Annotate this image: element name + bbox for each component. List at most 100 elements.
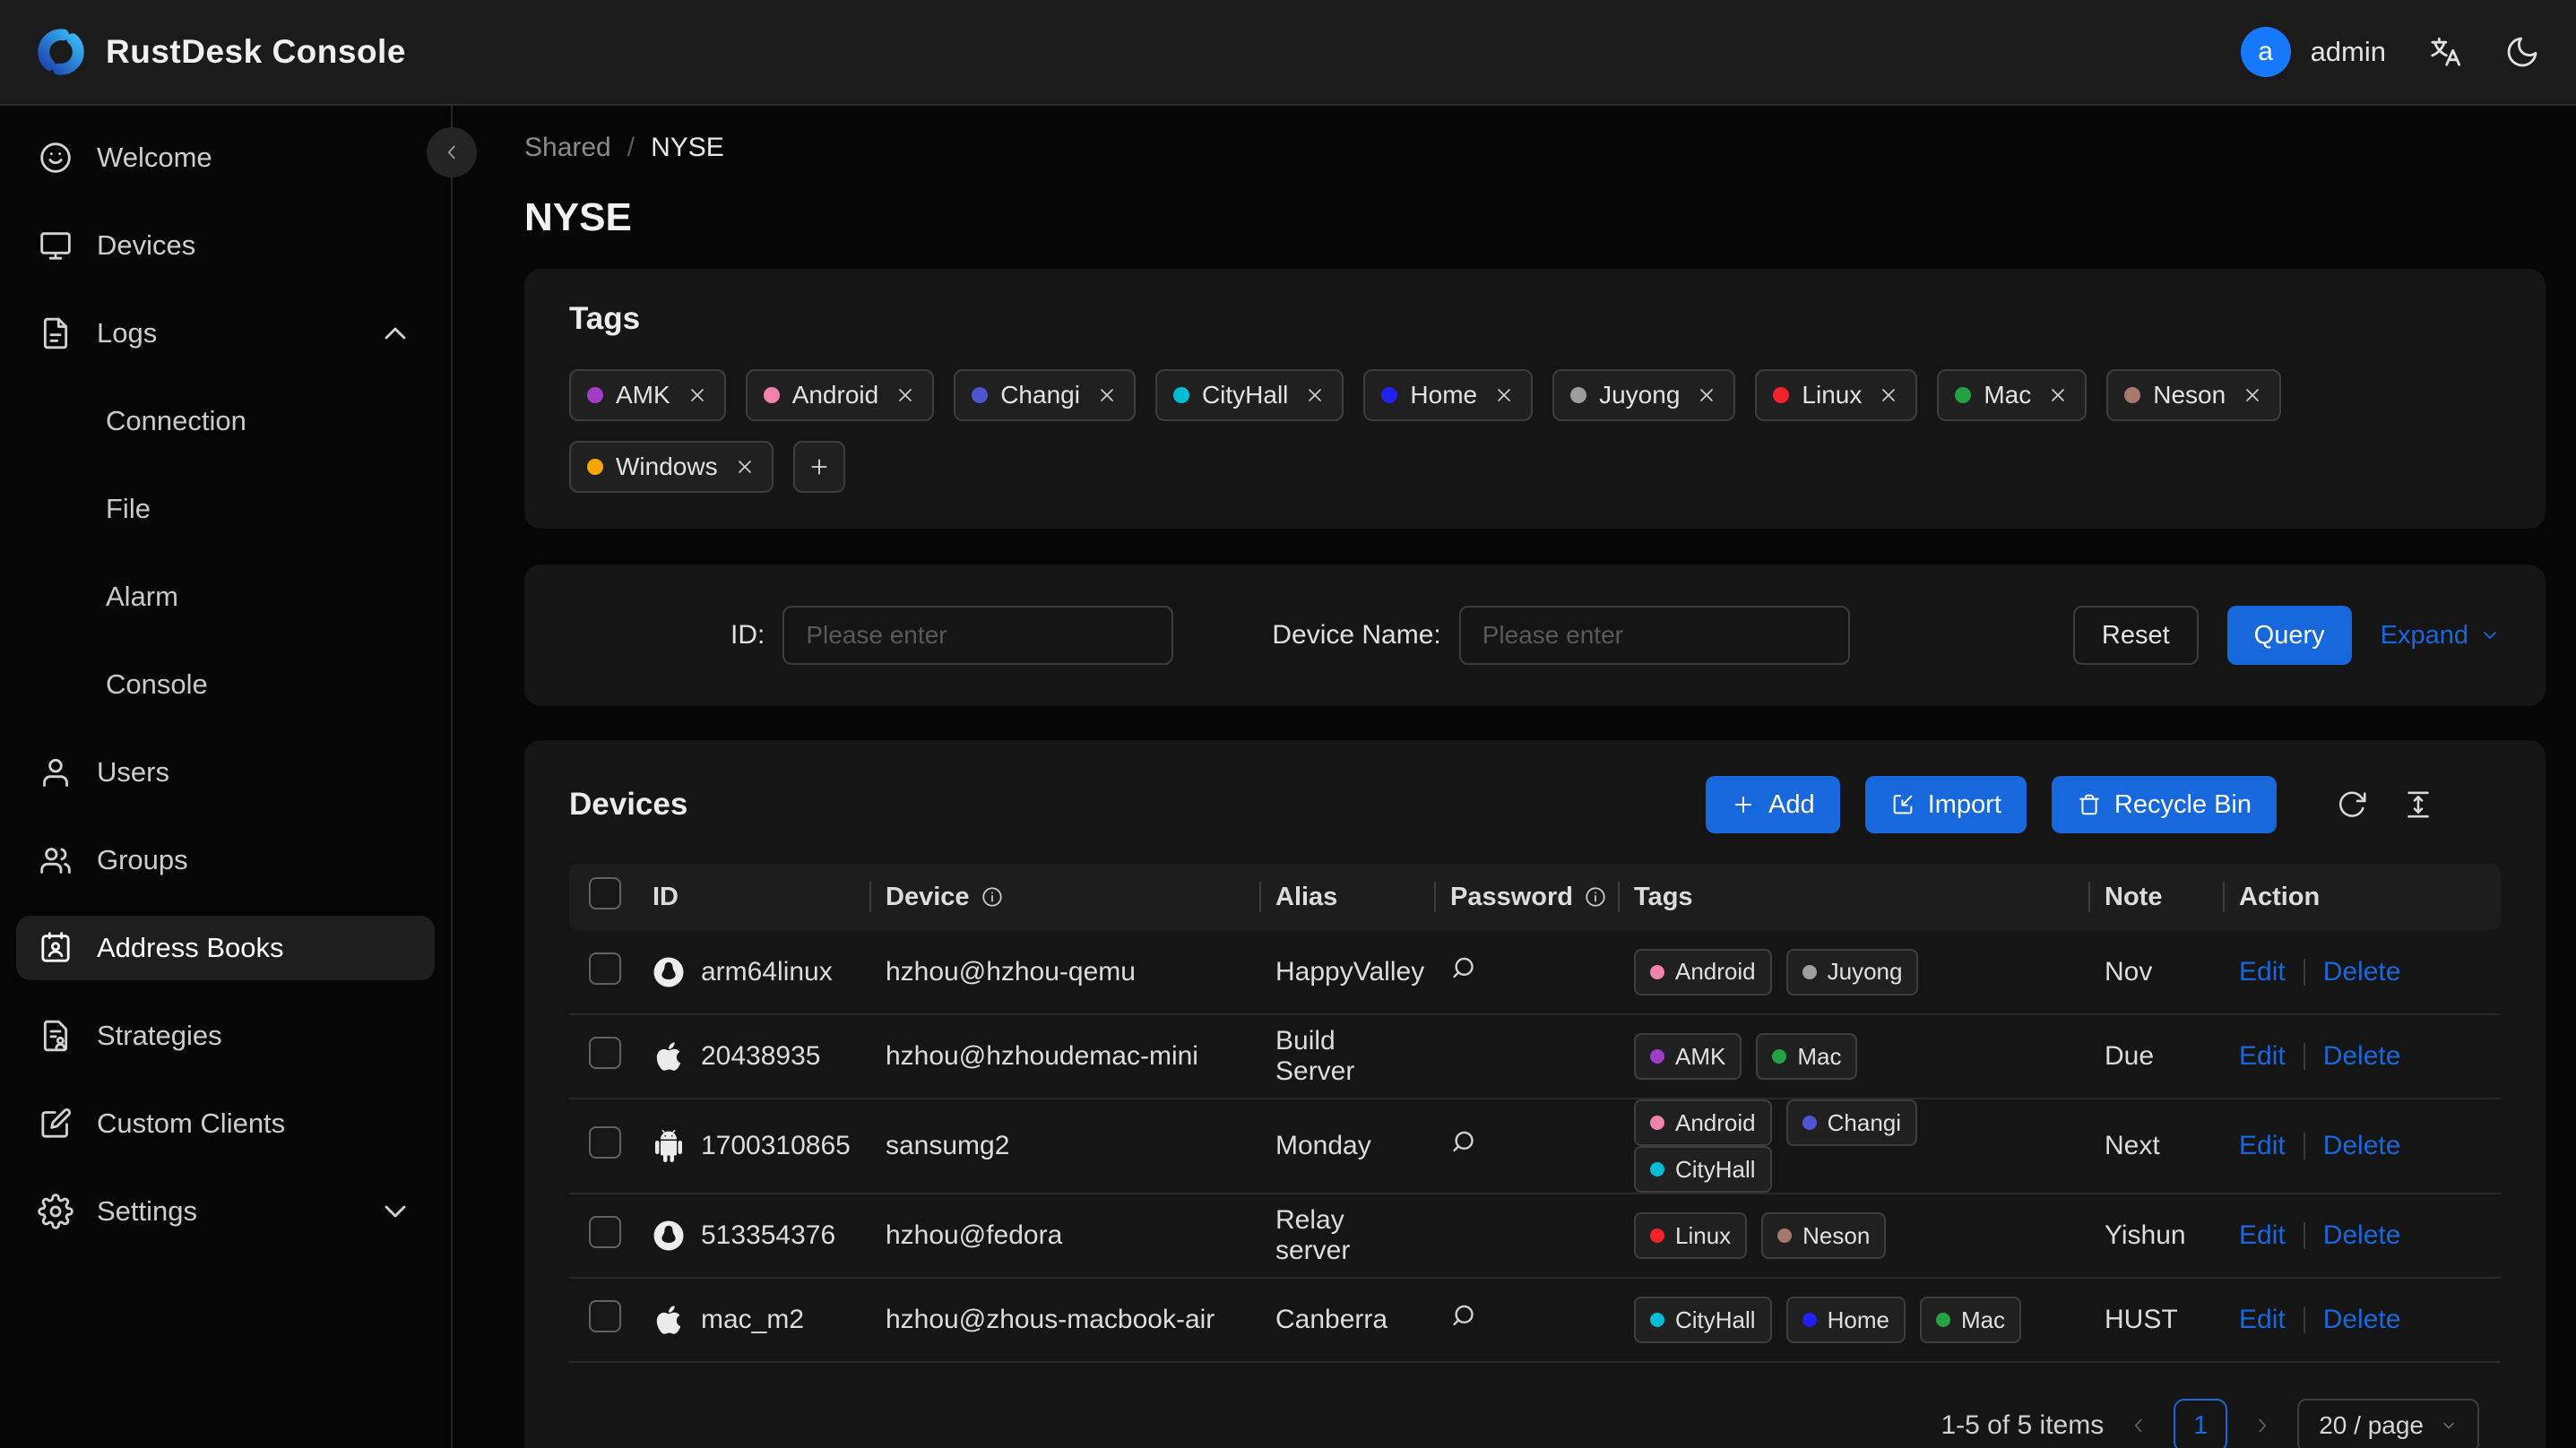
next-page-icon[interactable] xyxy=(2251,1414,2274,1437)
table-row: 1700310865 sansumg2 Monday Android Changi Cit… xyxy=(569,1099,2501,1194)
view-password-icon[interactable] xyxy=(1450,1127,1481,1158)
page-number-button[interactable]: 1 xyxy=(2174,1399,2228,1448)
page-size-select[interactable]: 20 / page xyxy=(2297,1399,2479,1448)
select-all-checkbox[interactable] xyxy=(589,877,621,909)
refresh-icon[interactable] xyxy=(2336,789,2368,821)
breadcrumb-shared[interactable]: Shared xyxy=(524,133,611,162)
tag-chip-changi[interactable]: Changi xyxy=(954,369,1136,421)
sidebar-item-groups[interactable]: Groups xyxy=(16,828,435,892)
tag-label: Neson xyxy=(2153,381,2226,409)
device-user: hzhou@hzhou-qemu xyxy=(886,956,1136,987)
device-user: sansumg2 xyxy=(886,1131,1010,1160)
dark-mode-icon[interactable] xyxy=(2504,34,2540,70)
edit-link[interactable]: Edit xyxy=(2239,1131,2286,1160)
sidebar-subitem-connection[interactable]: Connection xyxy=(106,405,246,436)
sidebar-item-label: Welcome xyxy=(97,142,212,173)
user-name: admin xyxy=(2310,36,2386,67)
tag-chip-android[interactable]: Android xyxy=(745,369,935,421)
id-filter-input[interactable] xyxy=(782,606,1174,665)
query-button[interactable]: Query xyxy=(2226,606,2352,665)
tag-chip-amk[interactable]: AMK xyxy=(569,369,726,421)
device-id: 1700310865 xyxy=(701,1131,851,1160)
delete-link[interactable]: Delete xyxy=(2322,1305,2401,1334)
row-tag-juyong: Juyong xyxy=(1785,948,1919,996)
edit-link[interactable]: Edit xyxy=(2239,1220,2286,1250)
sidebar-collapse-button[interactable] xyxy=(427,127,477,177)
tag-chip-windows[interactable]: Windows xyxy=(569,441,774,493)
close-icon[interactable] xyxy=(895,384,916,406)
tag-label: Home xyxy=(1410,381,1478,409)
device-note: HUST xyxy=(2105,1305,2178,1334)
devices-table: ID Device Alias Password Tags Note Action arm6… xyxy=(569,864,2501,1363)
sidebar-item-label: Logs xyxy=(97,317,158,349)
expand-link[interactable]: Expand xyxy=(2381,621,2501,651)
pagination: 1-5 of 5 items 1 20 / page xyxy=(569,1399,2501,1448)
close-icon[interactable] xyxy=(734,456,756,478)
view-password-icon[interactable] xyxy=(1450,953,1481,984)
edit-link[interactable]: Edit xyxy=(2239,1305,2286,1334)
delete-link[interactable]: Delete xyxy=(2322,956,2401,987)
reset-button[interactable]: Reset xyxy=(2072,606,2199,665)
sidebar-subitem-console[interactable]: Console xyxy=(106,668,208,700)
device-name-filter-input[interactable] xyxy=(1458,606,1850,665)
device-user: hzhou@fedora xyxy=(886,1220,1063,1250)
breadcrumb: Shared / NYSE xyxy=(524,133,2546,163)
add-tag-button[interactable] xyxy=(792,441,845,493)
tag-chip-linux[interactable]: Linux xyxy=(1755,369,1918,421)
device-note: Yishun xyxy=(2105,1220,2186,1250)
close-icon[interactable] xyxy=(1096,384,1118,406)
tag-chip-juyong[interactable]: Juyong xyxy=(1552,369,1736,421)
close-icon[interactable] xyxy=(1304,384,1326,406)
sidebar-subitem-alarm[interactable]: Alarm xyxy=(106,581,178,612)
row-height-icon[interactable] xyxy=(2402,789,2434,821)
row-checkbox[interactable] xyxy=(589,1216,621,1248)
row-checkbox[interactable] xyxy=(589,1037,621,1069)
sidebar-item-address-books[interactable]: Address Books xyxy=(16,916,435,980)
sidebar-item-welcome[interactable]: Welcome xyxy=(16,125,435,190)
device-alias: Canberra xyxy=(1275,1305,1388,1334)
tag-label: Home xyxy=(1827,1306,1889,1333)
close-icon[interactable] xyxy=(1878,384,1899,406)
tag-chip-cityhall[interactable]: CityHall xyxy=(1154,369,1344,421)
breadcrumb-separator: / xyxy=(627,133,635,162)
sidebar: Welcome Devices Logs Connection File Alarm Con… xyxy=(0,106,477,1448)
tag-chip-home[interactable]: Home xyxy=(1363,369,1534,421)
user-menu[interactable]: a admin xyxy=(2240,27,2386,77)
import-button[interactable]: Import xyxy=(1864,776,2027,833)
add-button[interactable]: Add xyxy=(1706,776,1840,833)
info-icon[interactable] xyxy=(981,885,1004,909)
sidebar-subitem-file[interactable]: File xyxy=(106,493,151,524)
sidebar-item-logs[interactable]: Logs xyxy=(16,301,435,366)
column-label: Note xyxy=(2105,882,2163,911)
close-icon[interactable] xyxy=(1493,384,1515,406)
sidebar-item-strategies[interactable]: Strategies xyxy=(16,1004,435,1068)
column-header-tags: Tags xyxy=(1618,864,2088,930)
close-icon[interactable] xyxy=(2242,384,2263,406)
delete-link[interactable]: Delete xyxy=(2322,1220,2401,1250)
tag-chip-neson[interactable]: Neson xyxy=(2106,369,2282,421)
view-password-icon[interactable] xyxy=(1450,1301,1481,1332)
info-icon[interactable] xyxy=(1584,885,1607,909)
avatar[interactable]: a xyxy=(2240,27,2291,77)
previous-page-icon[interactable] xyxy=(2127,1414,2150,1437)
close-icon[interactable] xyxy=(2047,384,2069,406)
sidebar-item-settings[interactable]: Settings xyxy=(16,1179,435,1244)
sidebar-item-custom-clients[interactable]: Custom Clients xyxy=(16,1091,435,1156)
edit-link[interactable]: Edit xyxy=(2239,956,2286,987)
edit-square-icon xyxy=(38,1106,73,1142)
row-checkbox[interactable] xyxy=(589,1300,621,1332)
delete-link[interactable]: Delete xyxy=(2322,1131,2401,1160)
sidebar-item-devices[interactable]: Devices xyxy=(16,213,435,278)
close-icon[interactable] xyxy=(687,384,708,406)
recycle-bin-button[interactable]: Recycle Bin xyxy=(2051,776,2277,833)
sidebar-item-users[interactable]: Users xyxy=(16,740,435,805)
edit-link[interactable]: Edit xyxy=(2239,1041,2286,1071)
close-icon[interactable] xyxy=(1696,384,1717,406)
table-settings-gear-icon[interactable] xyxy=(2468,789,2501,821)
row-checkbox[interactable] xyxy=(589,952,621,985)
delete-link[interactable]: Delete xyxy=(2322,1041,2401,1071)
file-icon xyxy=(38,315,73,351)
language-icon[interactable] xyxy=(2427,34,2463,70)
tag-chip-mac[interactable]: Mac xyxy=(1937,369,2088,421)
row-checkbox[interactable] xyxy=(589,1126,621,1159)
